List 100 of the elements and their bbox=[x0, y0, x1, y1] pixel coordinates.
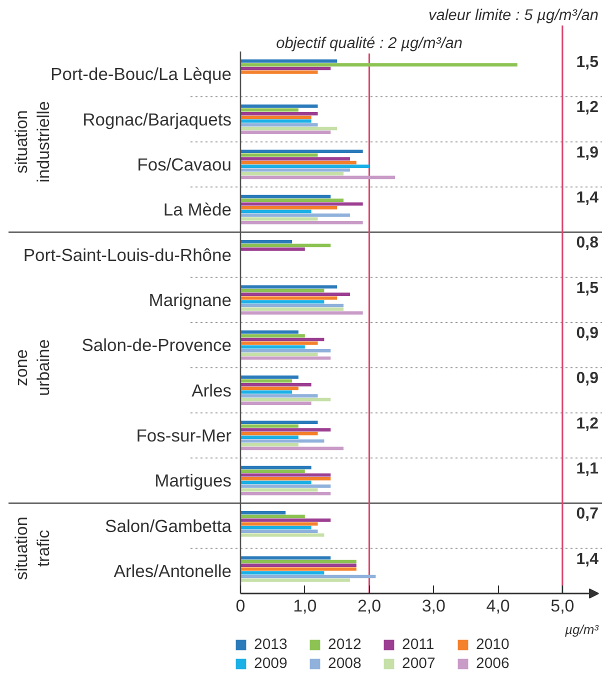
bar bbox=[240, 424, 298, 428]
bar bbox=[240, 308, 344, 311]
y-tick-label: Salon-de-Provence bbox=[82, 335, 232, 356]
data-label: 1,2 bbox=[576, 415, 599, 432]
bar bbox=[240, 526, 312, 530]
bar bbox=[240, 390, 292, 394]
bar bbox=[240, 153, 318, 157]
bar bbox=[240, 560, 356, 564]
data-label: 1,4 bbox=[576, 550, 599, 568]
legend-label: 2013 bbox=[254, 636, 288, 653]
bar bbox=[240, 104, 318, 108]
bar bbox=[240, 150, 363, 154]
bar bbox=[240, 394, 318, 398]
bar bbox=[240, 556, 331, 560]
y-tick-label: La Mède bbox=[163, 200, 232, 220]
bar bbox=[240, 288, 324, 292]
data-label: 0,9 bbox=[576, 370, 599, 388]
legend-label: 2009 bbox=[254, 655, 288, 672]
bar bbox=[240, 352, 318, 356]
bar bbox=[240, 213, 350, 217]
x-tick-label: 3,0 bbox=[422, 596, 446, 616]
y-tick-label: Rognac/Barjaquets bbox=[82, 109, 232, 130]
bar bbox=[240, 356, 331, 360]
text: zone urbaine bbox=[12, 339, 53, 396]
data-label: 0,9 bbox=[576, 325, 599, 342]
bar bbox=[240, 402, 312, 405]
y-tick-label: Arles/Antonelle bbox=[114, 560, 232, 581]
bar bbox=[240, 172, 344, 176]
y-tick-label: Salon/Gambetta bbox=[105, 516, 232, 536]
bar bbox=[240, 198, 344, 202]
legend-label: 2008 bbox=[328, 655, 362, 672]
bar bbox=[240, 217, 318, 221]
bar bbox=[240, 116, 312, 120]
bar bbox=[240, 477, 331, 480]
y-tick-label: Martigues bbox=[154, 470, 232, 491]
y-tick-label: Fos/Cavaou bbox=[137, 154, 232, 174]
bar bbox=[240, 382, 312, 386]
bar bbox=[240, 112, 318, 116]
bar bbox=[240, 420, 318, 424]
bar bbox=[240, 247, 305, 251]
data-label: 1,1 bbox=[576, 460, 599, 478]
data-label: 1,2 bbox=[576, 99, 599, 116]
x-tick-label: 4,0 bbox=[486, 596, 510, 616]
data-label: 1,9 bbox=[576, 144, 599, 162]
data-label: 0,7 bbox=[576, 506, 599, 523]
bar bbox=[240, 206, 338, 210]
x-axis-title: µg/m³ bbox=[565, 622, 600, 637]
bar bbox=[240, 130, 331, 134]
legend-label: 2012 bbox=[328, 636, 362, 653]
bar bbox=[240, 300, 324, 304]
data-label: 1,4 bbox=[576, 190, 599, 207]
bar bbox=[240, 285, 338, 289]
x-tick-label: 5,0 bbox=[550, 596, 574, 616]
bar bbox=[240, 428, 331, 432]
data-label: 1,5 bbox=[576, 280, 599, 297]
legend-label: 2006 bbox=[476, 655, 510, 672]
x-tick-label: 1,0 bbox=[293, 596, 317, 616]
text: situation industrielle bbox=[12, 101, 53, 182]
bar bbox=[240, 443, 298, 446]
data-label: 1,5 bbox=[576, 54, 599, 72]
bar bbox=[240, 376, 298, 379]
bar bbox=[240, 564, 356, 568]
bar bbox=[240, 157, 350, 161]
y-tick-label: Arles bbox=[192, 380, 232, 400]
legend-label: 2010 bbox=[476, 636, 510, 653]
bar bbox=[240, 488, 318, 492]
bar bbox=[240, 436, 298, 439]
bar bbox=[240, 470, 305, 473]
data-label: 0,8 bbox=[576, 234, 599, 252]
bar bbox=[240, 123, 318, 127]
bar bbox=[240, 220, 363, 224]
text: situation trafic bbox=[12, 516, 53, 580]
bar bbox=[240, 522, 318, 526]
bar bbox=[240, 342, 318, 345]
bar bbox=[240, 578, 350, 582]
bar bbox=[240, 530, 318, 534]
bar bbox=[240, 292, 350, 296]
bar bbox=[240, 571, 324, 574]
bar bbox=[240, 240, 292, 244]
y-tick-label: Port-Saint-Louis-du-Rhône bbox=[23, 244, 232, 265]
ref-line-label: objectif qualité : 2 µg/m³/an bbox=[276, 35, 462, 52]
bar bbox=[240, 63, 518, 66]
bar bbox=[240, 492, 331, 496]
bar bbox=[240, 119, 312, 123]
legend-label: 2011 bbox=[402, 636, 436, 653]
x-tick-label: 2,0 bbox=[357, 596, 382, 616]
bar bbox=[240, 348, 331, 352]
bar bbox=[240, 386, 298, 390]
bar bbox=[240, 484, 331, 488]
y-tick-label: Port-de-Bouc/La Lèque bbox=[50, 64, 232, 84]
bar bbox=[240, 511, 286, 514]
bar bbox=[240, 518, 331, 522]
x-tick-label: 0 bbox=[236, 596, 246, 616]
y-tick-label: Fos-sur-Mer bbox=[136, 425, 232, 446]
bar bbox=[240, 164, 370, 168]
legend-label: 2007 bbox=[402, 655, 436, 672]
ref-line-label: valeur limite : 5 µg/m³/an bbox=[428, 7, 598, 24]
bar bbox=[240, 70, 318, 74]
y-tick-label: Marignane bbox=[148, 290, 232, 310]
bar bbox=[240, 334, 305, 338]
